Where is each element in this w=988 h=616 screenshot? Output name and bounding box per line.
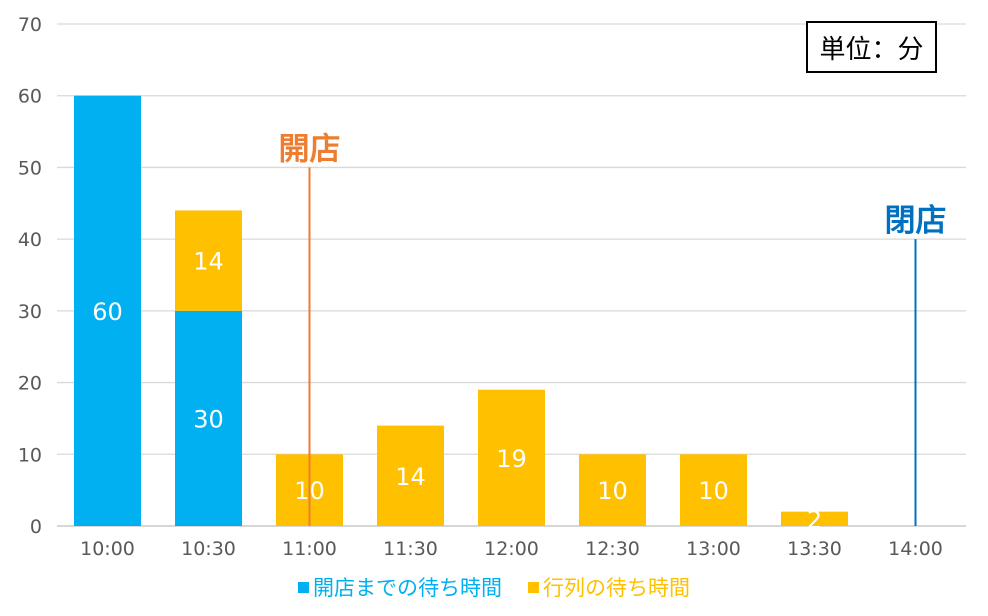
data-label: 19: [496, 445, 527, 473]
bar-segment: [781, 511, 848, 526]
annotation-label: 閉店: [885, 203, 947, 239]
y-tick-label: 30: [18, 301, 42, 323]
annotation-label: 開店: [279, 131, 341, 167]
bar-segment: [175, 210, 242, 311]
data-label: 30: [193, 405, 224, 433]
x-tick-label: 12:00: [484, 538, 539, 560]
unit-label: 単位：分: [806, 21, 937, 73]
data-label: 14: [193, 248, 224, 276]
legend-swatch: [298, 581, 309, 593]
bar-segment: [175, 310, 242, 526]
data-label: 14: [395, 463, 426, 491]
x-tick-label: 10:30: [181, 538, 236, 560]
y-tick-label: 70: [18, 14, 42, 36]
legend-label: 行列の待ち時間: [543, 576, 690, 600]
y-tick-label: 20: [18, 373, 42, 395]
data-label: 60: [92, 298, 123, 326]
bar-segment: [377, 425, 444, 526]
x-axis: 10:00 10:30 11:00 11:30 12:00 12:30 13:00 13:30…: [80, 538, 943, 560]
x-tick-label: 12:30: [585, 538, 640, 560]
y-tick-label: 50: [18, 157, 42, 179]
x-tick-label: 14:00: [888, 538, 943, 560]
legend-item-series-2: 行列の待ち時間: [528, 572, 690, 602]
bar-segment: [579, 454, 646, 526]
data-label: 2: [807, 506, 822, 534]
y-axis: 0 10 20 30 40 50 60 70: [18, 14, 42, 538]
bar-segment: [478, 389, 545, 526]
y-tick-label: 60: [18, 86, 42, 108]
bar-segment: [74, 95, 141, 526]
y-tick-label: 40: [18, 229, 42, 251]
x-tick-label: 13:30: [787, 538, 842, 560]
y-tick-label: 0: [30, 516, 42, 538]
y-tick-label: 10: [18, 444, 42, 466]
legend-item-series-1: 開店までの待ち時間: [298, 572, 502, 602]
x-tick-label: 10:00: [80, 538, 135, 560]
bar-segment: [680, 454, 747, 526]
legend-label: 開店までの待ち時間: [313, 576, 502, 600]
legend: 開店までの待ち時間 行列の待ち時間: [0, 572, 988, 602]
data-label: 10: [597, 477, 628, 505]
x-tick-label: 11:00: [282, 538, 337, 560]
x-tick-label: 13:00: [686, 538, 741, 560]
x-tick-label: 11:30: [383, 538, 438, 560]
legend-swatch: [528, 581, 539, 593]
data-label: 10: [698, 477, 729, 505]
